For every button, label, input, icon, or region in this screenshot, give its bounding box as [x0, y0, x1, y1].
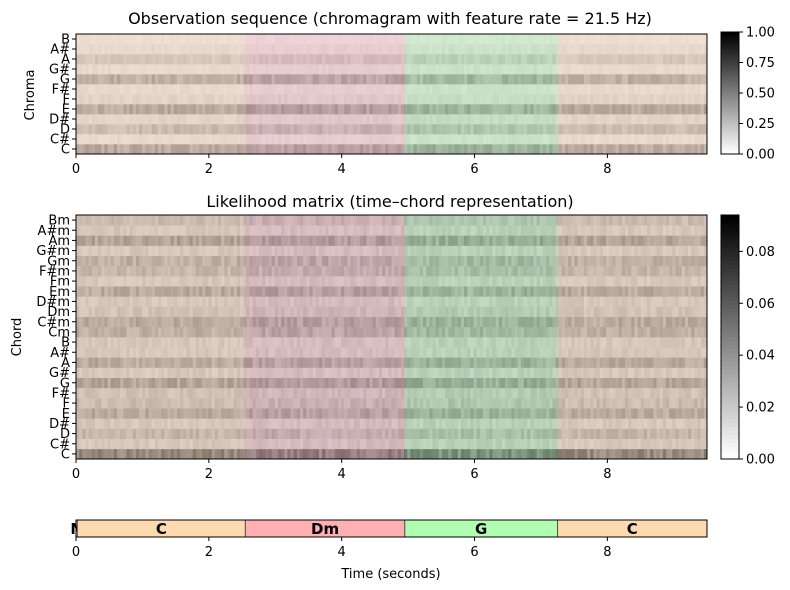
- colorbar-gradient-step: [721, 123, 739, 127]
- x-tick-label: 4: [338, 162, 346, 177]
- colorbar-gradient-step: [721, 135, 739, 139]
- colorbar-tick-label: 0.75: [746, 56, 775, 71]
- colorbar-gradient-step: [721, 125, 739, 129]
- colorbar-gradient-step: [721, 93, 739, 96]
- chromagram-frame: [75, 33, 708, 155]
- segment-overlay: [557, 34, 707, 154]
- colorbar-gradient-step: [721, 95, 739, 98]
- colorbar-gradient-step: [721, 80, 739, 84]
- y-tick-label: C#: [50, 133, 70, 148]
- chromagram-ylabel: Chroma: [23, 70, 38, 121]
- likelihood-ylabel: Chord: [10, 318, 25, 357]
- colorbar-gradient-step: [721, 149, 739, 153]
- colorbar-gradient-step: [721, 107, 739, 110]
- colorbar-gradient-step: [721, 139, 739, 143]
- x-tick-label: 8: [603, 162, 611, 177]
- y-tick-label: E: [62, 103, 70, 118]
- colorbar-gradient-step: [721, 99, 739, 102]
- colorbar-gradient-step: [721, 109, 739, 112]
- colorbar-gradient-step: [721, 111, 739, 114]
- colorbar-gradient-step: [721, 90, 739, 94]
- colorbar-gradient-step: [721, 129, 739, 133]
- likelihood-title: Likelihood matrix (time–chord representa…: [206, 192, 573, 211]
- colorbar-gradient-step: [721, 88, 739, 92]
- colorbar-gradient-step: [721, 36, 739, 39]
- colorbar-gradient-step: [721, 127, 739, 131]
- colorbar-gradient-step: [721, 97, 739, 100]
- colorbar-gradient-step: [721, 62, 739, 66]
- y-tick-label: F: [63, 93, 70, 108]
- y-tick-label: A#: [50, 43, 70, 58]
- colorbar-tick-label: 1.00: [746, 26, 775, 41]
- colorbar-gradient-step: [721, 38, 739, 41]
- colorbar-gradient-step: [721, 143, 739, 147]
- colorbar-gradient-step: [721, 105, 739, 108]
- colorbar-gradient-step: [721, 101, 739, 104]
- colorbar-gradient-step: [721, 74, 739, 78]
- colorbar-tick-label: 0.00: [746, 148, 775, 163]
- y-tick-label: B: [61, 33, 70, 48]
- y-tick-label: C: [61, 143, 70, 158]
- colorbar-tick-label: 0.25: [746, 117, 775, 132]
- colorbar-gradient-step: [721, 145, 739, 149]
- y-tick-label: G: [60, 73, 70, 88]
- colorbar-gradient-step: [721, 34, 739, 37]
- colorbar-gradient-step: [721, 84, 739, 88]
- colorbar-tick-label: 0.50: [746, 87, 775, 102]
- segment-overlay: [245, 34, 405, 154]
- y-tick-label: A: [61, 53, 70, 68]
- chromagram-colorbar: 0.00 0.25 0.50 0.75 1.00: [720, 26, 775, 163]
- colorbar-gradient-step: [721, 32, 739, 35]
- colorbar-gradient-step: [721, 113, 739, 116]
- colorbar-gradient-step: [721, 119, 739, 122]
- y-tick-label: G#: [49, 63, 70, 78]
- colorbar-gradient-step: [721, 58, 739, 61]
- colorbar-gradient-step: [721, 46, 739, 49]
- colorbar-gradient-step: [721, 121, 739, 124]
- colorbar-gradient-step: [721, 40, 739, 43]
- colorbar-gradient-step: [721, 117, 739, 120]
- colorbar-gradient-step: [721, 68, 739, 72]
- chromagram-y-ticks: CC#DD#EFF#GG#AA#B: [49, 33, 76, 158]
- colorbar-gradient-step: [721, 151, 739, 155]
- colorbar-gradient-step: [721, 56, 739, 59]
- colorbar-gradient-step: [721, 147, 739, 151]
- y-tick-label: D#: [49, 113, 70, 128]
- colorbar-gradient-step: [721, 54, 739, 57]
- colorbar-gradient-step: [721, 82, 739, 86]
- colorbar-gradient-step: [721, 103, 739, 106]
- segment-overlay: [404, 34, 558, 154]
- colorbar-gradient-step: [721, 66, 739, 70]
- colorbar-gradient-step: [721, 137, 739, 141]
- colorbar-gradient-step: [721, 44, 739, 47]
- y-tick-label: D: [60, 123, 70, 138]
- colorbar-gradient-step: [721, 131, 739, 135]
- segment-overlay: [76, 34, 246, 154]
- colorbar-gradient-step: [721, 72, 739, 76]
- colorbar-gradient-step: [721, 70, 739, 74]
- colorbar-gradient-step: [721, 48, 739, 51]
- colorbar-gradient-step: [721, 133, 739, 137]
- chromagram-x-ticks: 0 2 4 6 8: [72, 154, 612, 177]
- colorbar-gradient-step: [721, 115, 739, 118]
- likelihood-panel: Likelihood matrix (time–chord representa…: [10, 192, 775, 482]
- x-tick-label: 0: [72, 162, 80, 177]
- chromagram-title: Observation sequence (chromagram with fe…: [128, 9, 652, 28]
- chromagram-segment-overlays: [76, 34, 707, 154]
- colorbar-gradient-step: [721, 42, 739, 45]
- colorbar-gradient-step: [721, 60, 739, 63]
- colorbar-gradient-step: [721, 50, 739, 53]
- colorbar-gradient-step: [721, 76, 739, 80]
- colorbar-gradient-step: [721, 64, 739, 68]
- colorbar-gradient-step: [721, 78, 739, 82]
- y-tick-label: F#: [52, 83, 70, 98]
- colorbar-gradient-step: [721, 52, 739, 55]
- x-tick-label: 2: [205, 162, 213, 177]
- x-tick-label: 6: [470, 162, 478, 177]
- chromagram-panel: Observation sequence (chromagram with fe…: [23, 9, 775, 177]
- colorbar-gradient-step: [721, 86, 739, 90]
- colorbar-gradient-step: [721, 141, 739, 145]
